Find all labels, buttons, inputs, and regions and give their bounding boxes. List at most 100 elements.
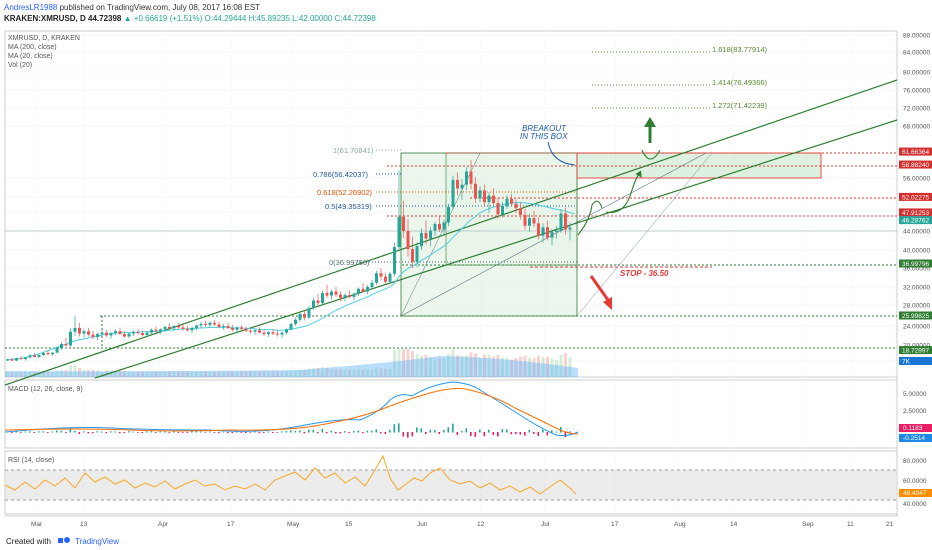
volume-bar xyxy=(244,371,248,377)
volume-bar xyxy=(204,371,207,377)
rsi-axis: 80.0000 60.0000 48.4047 40.0000 xyxy=(899,458,932,508)
candle-body xyxy=(96,334,99,337)
price-label-box xyxy=(899,311,932,320)
candle-body xyxy=(51,352,54,355)
macd-hist-bar xyxy=(168,432,171,433)
volume-bar xyxy=(429,357,432,377)
macd-hist-bar xyxy=(479,429,481,433)
candle-body xyxy=(564,213,567,230)
candle-body xyxy=(532,218,536,224)
macd-hist-bar xyxy=(339,432,342,434)
candle-body xyxy=(343,295,347,298)
candle-body xyxy=(276,333,279,335)
candle-body xyxy=(519,208,522,215)
candle-body xyxy=(154,329,158,332)
candle-body xyxy=(541,227,545,236)
volume-bar xyxy=(474,353,477,377)
created-with-label: Created with xyxy=(6,537,51,546)
macd-hist-bar xyxy=(312,429,315,433)
macd-hist-bar xyxy=(191,431,193,433)
volume-bar xyxy=(177,371,180,377)
legend: XMRUSD, D, KRAKEN MA (200, close) MA (20… xyxy=(8,35,80,69)
candle-body xyxy=(55,348,59,353)
macd-hist-bar xyxy=(474,432,477,437)
candle-body xyxy=(82,331,86,334)
legend-symbol: XMRUSD, D, KRAKEN xyxy=(8,35,80,42)
price-label-box xyxy=(899,357,932,365)
time-tick: 17 xyxy=(227,521,235,528)
macd-hist-bar xyxy=(564,432,567,438)
macd-hist-bar xyxy=(362,432,364,434)
macd-hist-bar xyxy=(321,428,324,433)
price-change: +0.66619 (+1.51%) xyxy=(133,14,203,23)
candle-body xyxy=(19,358,23,360)
chart-header: AndresLR1988 published on TradingView.co… xyxy=(0,0,932,26)
symbol-interval: KRAKEN:XMRUSD, D xyxy=(4,14,86,23)
volume-bar xyxy=(285,371,288,377)
channel-upper-line[interactable] xyxy=(4,79,898,386)
macd-hist-bar xyxy=(357,430,360,433)
breakout-label: BREAKOUT xyxy=(522,124,567,133)
macd-hist-bar xyxy=(555,431,558,433)
candle-body xyxy=(204,323,207,325)
time-tick: 15 xyxy=(345,521,353,528)
macd-hist-bar xyxy=(384,432,387,434)
volume-bar xyxy=(505,358,509,377)
chart-canvas[interactable]: 1(61.70841) 0.786(56.42037) 0.618(52.269… xyxy=(0,26,932,532)
macd-hist-bar xyxy=(267,431,270,433)
price-label-text: 36.99796 xyxy=(902,261,929,268)
volume-bar xyxy=(37,372,41,377)
volume-bar xyxy=(402,349,405,377)
svg-text:-0.2514: -0.2514 xyxy=(903,435,925,442)
volume-bar xyxy=(550,358,554,377)
channel-lower-line[interactable] xyxy=(94,119,898,379)
macd-hist-bar xyxy=(389,429,391,433)
candle-body xyxy=(253,330,257,332)
time-axis[interactable]: Mar 13 Apr 17 May 15 Jun 12 Jul 17 Aug 14 Sep 11 21 xyxy=(31,521,894,528)
volume-bar xyxy=(42,371,45,377)
macd-hist-bar xyxy=(402,432,405,437)
macd-hist-bar xyxy=(78,432,81,435)
inner-box xyxy=(445,152,578,266)
macd-hist-bar xyxy=(483,432,486,437)
time-tick: 13 xyxy=(80,521,88,528)
open-value: O:44.29444 xyxy=(204,14,247,23)
candle-body xyxy=(501,206,504,215)
volume-bar xyxy=(366,369,369,377)
macd-hist-bar xyxy=(105,432,108,434)
volume-bar xyxy=(555,360,558,377)
candle-body xyxy=(285,329,288,333)
macd-hist-bar xyxy=(164,431,166,433)
time-tick: Jul xyxy=(541,521,550,528)
macd-hist-bar xyxy=(92,432,94,434)
time-tick: Jun xyxy=(417,521,428,528)
fib-label-1: 1(61.70841) xyxy=(333,146,374,155)
author-link[interactable]: AndresLR1988 xyxy=(4,3,58,12)
macd-hist-bar xyxy=(569,431,571,433)
time-tick: 21 xyxy=(886,521,894,528)
candle-body xyxy=(87,331,90,335)
volume-bar xyxy=(141,371,144,377)
volume-bar xyxy=(280,371,284,377)
fib-label-0786: 0.786(56.42037) xyxy=(313,170,369,179)
macd-pane[interactable] xyxy=(4,379,898,449)
macd-hist-bar xyxy=(137,432,139,433)
fib-label-05: 0.5(49.35319) xyxy=(325,202,372,211)
macd-hist-bar xyxy=(51,431,54,433)
candle-body xyxy=(60,344,63,349)
volume-bar xyxy=(460,355,464,377)
main-pane[interactable] xyxy=(4,30,898,378)
macd-hist-bar xyxy=(254,431,256,433)
candle-body xyxy=(366,287,369,292)
candle-body xyxy=(235,327,239,330)
volume-bar xyxy=(492,356,495,377)
price-tick: 20.00000 xyxy=(903,343,930,350)
volume-bar xyxy=(451,349,455,377)
volume-bar xyxy=(109,370,113,377)
volume-bar xyxy=(339,369,342,377)
macd-hist-bar xyxy=(344,431,346,433)
macd-indicator: MACD (12, 26, close, 9) xyxy=(4,381,579,438)
candle-body xyxy=(555,230,558,232)
tradingview-link[interactable]: TradingView xyxy=(75,537,120,546)
volume-bar xyxy=(384,368,387,377)
